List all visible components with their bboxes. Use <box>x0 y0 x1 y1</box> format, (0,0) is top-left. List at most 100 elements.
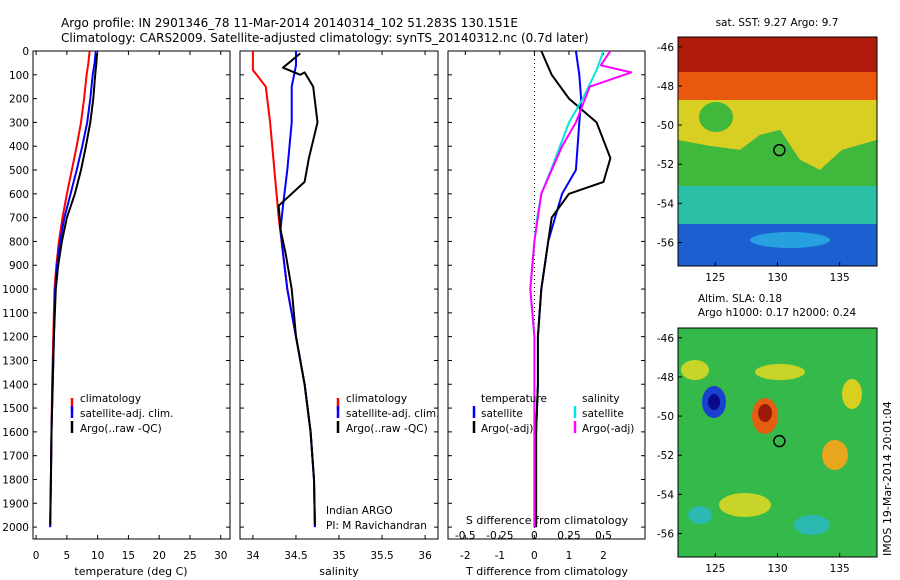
y-tick-label: 1700 <box>2 451 29 463</box>
t-difference-axis-label: T difference from climatology <box>465 565 628 578</box>
map-x-tick-label: 135 <box>830 272 850 284</box>
map-x-tick-label: 130 <box>767 563 787 575</box>
sla-map-title: Altim. SLA: 0.18 <box>698 293 782 305</box>
x-tick-label: -2 <box>460 550 470 562</box>
difference-lines <box>529 51 633 539</box>
figure-title-line2: Climatology: CARS2009. Satellite-adjuste… <box>61 31 589 45</box>
map-y-tick-label: -46 <box>657 42 674 54</box>
map-y-tick-label: -56 <box>657 529 674 541</box>
y-tick-label: 1900 <box>2 498 29 510</box>
production-stamp: IMOS 19-Mar-2014 20:01:04 <box>881 401 894 556</box>
sla-yellow-spot <box>681 360 709 380</box>
legend-label-argo: Argo(..raw -QC) <box>346 423 428 435</box>
sst-light-blue-patch <box>750 232 830 248</box>
sla-map-subtitle: Argo h1000: 0.17 h2000: 0.24 <box>698 307 857 319</box>
sla-high-eddy-core <box>758 404 772 422</box>
y-tick-label: 800 <box>9 236 29 248</box>
salinity-axes-frame <box>239 50 439 540</box>
sla-low-eddy-core <box>708 394 720 410</box>
x-tick-label: 0 <box>531 550 538 562</box>
map-y-tick-label: -56 <box>657 238 674 250</box>
legend-label-t-satellite: satellite <box>481 408 523 420</box>
map-x-tick-label: 135 <box>830 563 850 575</box>
y-tick-label: 1800 <box>2 474 29 486</box>
s-axis-tick-label: -0.25 <box>486 530 513 542</box>
map-y-tick-label: -54 <box>657 489 674 501</box>
sst-map-panel: sat. SST: 9.27 Argo: 9.7 125 130 135 -46 -48… <box>657 17 878 284</box>
x-tick-label: 20 <box>153 550 166 562</box>
legend-label-climatology: climatology <box>80 393 141 405</box>
map-y-tick-label: -54 <box>657 198 674 210</box>
map-y-tick-label: -50 <box>657 120 674 132</box>
principal-investigator-label: PI: M Ravichandran <box>326 520 427 532</box>
y-tick-label: 700 <box>9 213 29 225</box>
legend-label-s-satellite: satellite <box>582 408 624 420</box>
data-source-label: Indian ARGO <box>326 505 393 517</box>
temperature-axes-frame <box>32 50 231 540</box>
map-y-tick-label: -50 <box>657 411 674 423</box>
series-line-argo-raw-qc <box>277 52 319 525</box>
sla-yellow-south <box>719 493 771 517</box>
map-y-tick-label: -48 <box>657 81 674 93</box>
y-tick-label: 2000 <box>2 522 29 534</box>
x-tick-label: 30 <box>214 550 227 562</box>
sla-map-panel: Altim. SLA: 0.18 Argo h1000: 0.17 h2000:… <box>657 293 878 575</box>
map-y-tick-label: -48 <box>657 372 674 384</box>
sla-warm-patch <box>822 440 848 470</box>
salinity-ticks: 34 34.5 35 35.5 36 <box>240 50 438 562</box>
temperature-ticks: 0100200300400500600700800900100011001200… <box>2 46 230 562</box>
legend-label-s-argo: Argo(-adj) <box>582 423 634 435</box>
y-tick-label: 300 <box>9 117 29 129</box>
sst-green-band <box>678 130 877 190</box>
y-tick-label: 500 <box>9 165 29 177</box>
y-tick-label: 1400 <box>2 379 29 391</box>
sla-yellow-band <box>755 364 805 380</box>
series-line-argo-adj <box>535 51 612 528</box>
x-tick-label: 36 <box>418 550 432 562</box>
y-tick-label: 0 <box>22 46 29 58</box>
legend-label-satellite: satellite-adj. clim. <box>346 408 439 420</box>
figure-title-line1: Argo profile: IN 2901346_78 11-Mar-2014 … <box>61 16 518 30</box>
argo-position-marker <box>773 143 786 157</box>
temperature-legend: climatology satellite-adj. clim. Argo(..… <box>70 393 173 435</box>
difference-axes-frame <box>447 50 646 540</box>
x-tick-label: 34 <box>246 550 260 562</box>
y-tick-label: 1600 <box>2 427 29 439</box>
legend-title-salinity: salinity <box>582 393 620 405</box>
sla-yellow-patch <box>842 379 862 409</box>
map-x-tick-label: 125 <box>705 563 725 575</box>
sla-map-background <box>678 328 877 557</box>
legend-label-satellite: satellite-adj. clim. <box>80 408 173 420</box>
salinity-x-axis-label: salinity <box>319 565 359 578</box>
temperature-panel: 0100200300400500600700800900100011001200… <box>2 46 231 578</box>
s-axis-tick-label: 0.25 <box>557 530 580 542</box>
y-tick-label: 1100 <box>2 308 29 320</box>
map-x-tick-label: 125 <box>705 272 725 284</box>
x-tick-label: 10 <box>91 550 104 562</box>
x-tick-label: 35.5 <box>370 550 393 562</box>
legend-label-t-argo: Argo(-adj) <box>481 423 533 435</box>
temperature-lines <box>49 51 98 528</box>
s-axis-tick-label: 0.5 <box>595 530 612 542</box>
sla-teal-west <box>688 506 712 524</box>
difference-legend: temperature salinity satellite Argo(-adj… <box>472 393 634 435</box>
y-tick-label: 1000 <box>2 284 29 296</box>
y-tick-label: 1200 <box>2 332 29 344</box>
sst-teal-band <box>678 186 877 228</box>
series-line-argo-raw-qc <box>49 53 98 525</box>
salinity-legend: climatology satellite-adj. clim. Argo(..… <box>336 393 439 435</box>
y-tick-label: 1500 <box>2 403 29 415</box>
x-tick-label: 15 <box>122 550 135 562</box>
map-x-tick-label: 130 <box>767 272 787 284</box>
y-tick-label: 200 <box>9 94 29 106</box>
s-axis-tick-label: -0.5 <box>455 530 476 542</box>
y-tick-label: 100 <box>9 70 29 82</box>
x-tick-label: 34.5 <box>284 550 307 562</box>
legend-label-climatology: climatology <box>346 393 407 405</box>
x-tick-label: 2 <box>600 550 607 562</box>
sla-teal-patch <box>794 515 830 535</box>
y-tick-label: 1300 <box>2 355 29 367</box>
legend-title-temperature: temperature <box>481 393 547 405</box>
